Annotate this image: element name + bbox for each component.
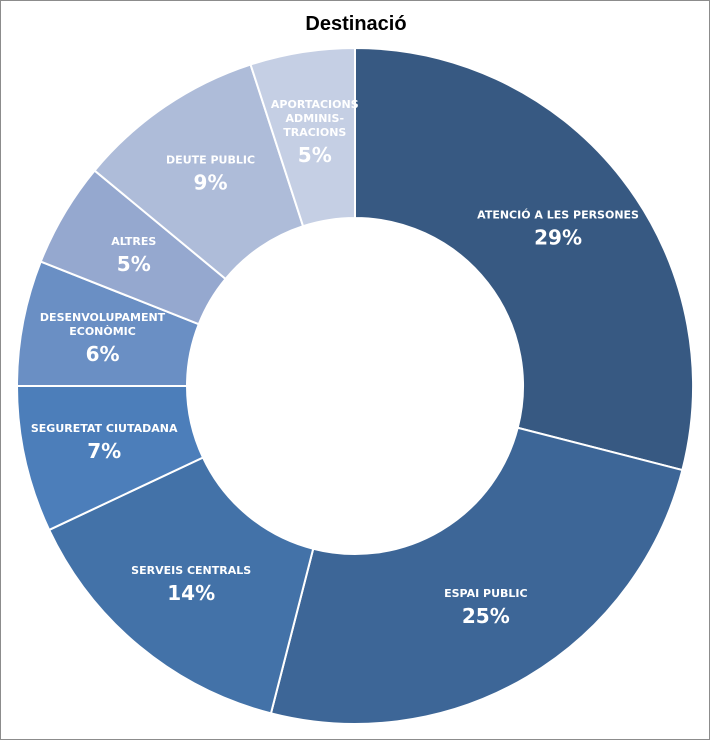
slice-label: ESPAI PUBLIC 25% xyxy=(444,587,527,628)
slice-label: ALTRES 5% xyxy=(111,235,156,276)
slice-label-value: 7% xyxy=(87,439,121,463)
slice-label-name: ADMINIS- xyxy=(286,112,344,125)
slice-label-name: ATENCIÓ A LES PERSONES xyxy=(477,208,639,221)
donut-slice xyxy=(269,426,684,725)
slice-label: DEUTE PUBLIC 9% xyxy=(166,153,255,194)
slice-label-name: ECONÒMIC xyxy=(69,325,136,338)
slice-label-name: DEUTE PUBLIC xyxy=(166,153,255,166)
slice-label-value: 5% xyxy=(298,143,332,167)
slice-label-value: 25% xyxy=(462,604,510,628)
slice-label-name: SEGURETAT CIUTADANA xyxy=(31,422,178,435)
slice-label: ATENCIÓ A LES PERSONES 29% xyxy=(477,208,639,249)
slice-label-name: ALTRES xyxy=(111,235,156,248)
slice-label-value: 5% xyxy=(117,252,151,276)
chart-title: Destinació xyxy=(305,13,407,35)
slice-label-value: 6% xyxy=(86,342,120,366)
donut-slice xyxy=(354,46,694,472)
slice-label-name: APORTACIONS xyxy=(271,98,359,111)
slice-label-name: TRACIONS xyxy=(283,126,346,139)
slice-label-name: SERVEIS CENTRALS xyxy=(131,564,251,577)
slice-label-value: 14% xyxy=(167,581,215,605)
donut-slice xyxy=(249,46,356,228)
slice-label-value: 29% xyxy=(534,225,582,249)
slice-label-name: DESENVOLUPAMENT xyxy=(40,311,166,324)
donut-slice xyxy=(47,456,315,715)
slice-label-value: 9% xyxy=(194,170,228,194)
slice-label-name: ESPAI PUBLIC xyxy=(444,587,527,600)
slice-label: SEGURETAT CIUTADANA 7% xyxy=(31,422,178,463)
slice-label: SERVEIS CENTRALS 14% xyxy=(131,564,251,605)
